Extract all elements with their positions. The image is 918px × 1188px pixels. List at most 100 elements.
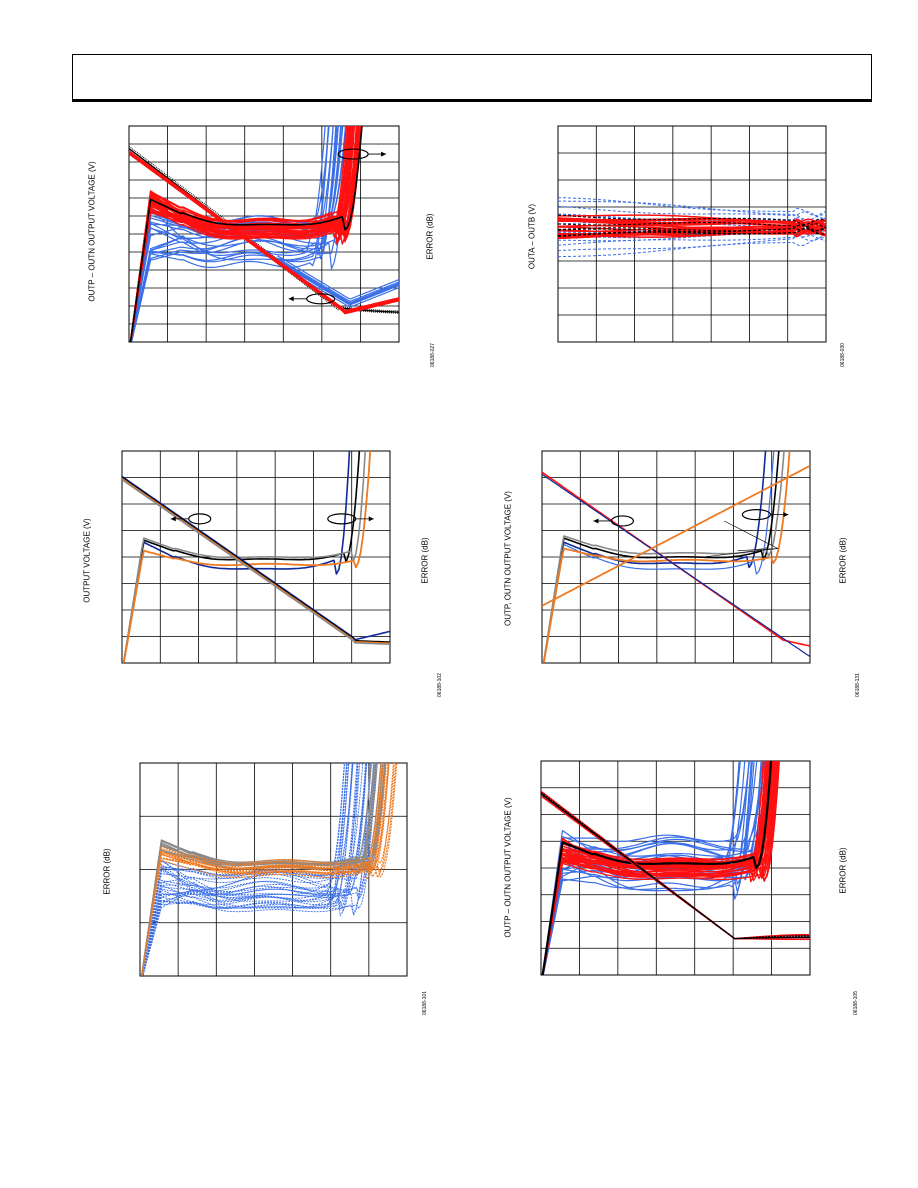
leader-line <box>737 548 778 551</box>
y-axis-label-bottom-right: OUTP – OUTN OUTPUT VOLTAGE (V) <box>503 797 513 938</box>
annotation-ellipse <box>741 508 771 521</box>
chart-middle-right <box>541 450 811 664</box>
annotation-arrow-head <box>288 296 294 302</box>
figure-code-bottom-left: 06188-101 <box>422 991 428 1015</box>
error-series-blue <box>130 126 351 342</box>
error-series <box>141 763 368 976</box>
error-series-blue <box>130 126 330 342</box>
error-series-red <box>129 126 355 342</box>
band-series <box>558 217 826 227</box>
error-series <box>141 763 359 976</box>
error-series <box>122 451 367 663</box>
annotation-leader-fan <box>702 520 778 558</box>
error-series <box>142 763 377 976</box>
error-series <box>141 763 364 976</box>
error-series-black <box>129 126 363 342</box>
error-series <box>141 763 397 976</box>
voltage-series-red <box>129 153 399 315</box>
series-group <box>541 761 810 975</box>
figure-code-top-left: 06188-027 <box>430 343 436 367</box>
series-group <box>542 451 810 663</box>
error-series <box>543 451 775 663</box>
middle-left-frame <box>121 450 391 664</box>
figure-code-top-right: 06188-030 <box>840 343 846 367</box>
annotation-arrow-head <box>368 516 374 522</box>
voltage-series-blue <box>277 257 399 302</box>
voltage-series <box>122 475 390 641</box>
y2-axis-label-middle-left: ERROR (dB) <box>420 537 430 584</box>
error-series <box>141 763 377 976</box>
error-series <box>141 763 348 976</box>
error-series-blue <box>130 126 349 342</box>
error-series-blue <box>541 761 750 975</box>
voltage-series <box>122 477 390 644</box>
error-series <box>141 763 359 976</box>
error-series <box>542 451 767 663</box>
annotation-top-left-error <box>337 148 387 160</box>
chart-bottom-right <box>540 760 811 976</box>
chart-bottom-left <box>139 762 408 977</box>
error-series <box>142 763 353 976</box>
annotation-arrow-head <box>170 516 176 522</box>
y-axis-label-middle-left: OUTPUT VOLTAGE (V) <box>82 518 92 603</box>
annotation-ellipse <box>188 513 212 525</box>
bottom-left-frame <box>139 762 408 977</box>
error-series-blue <box>130 126 330 342</box>
annotation-arrow-head <box>381 151 387 157</box>
error-series-blue <box>542 761 753 975</box>
error-series-blue <box>130 126 343 342</box>
error-series-red <box>129 126 352 342</box>
voltage-series-blue <box>277 260 399 306</box>
annotation-middle-left-error <box>327 513 374 525</box>
error-series <box>141 763 347 976</box>
error-series <box>141 763 387 976</box>
chart-top-left <box>128 125 400 343</box>
y2-axis-label-top-left: ERROR (dB) <box>425 213 435 260</box>
annotation-ellipse <box>610 515 635 527</box>
band-series <box>558 238 826 258</box>
error-series-red <box>542 761 779 975</box>
annotation-arrow-head <box>783 512 789 518</box>
band-series <box>558 228 826 237</box>
error-series <box>542 451 780 663</box>
leader-line <box>724 520 778 549</box>
y-axis-label-bottom-left: ERROR (dB) <box>102 848 112 895</box>
error-series <box>141 763 367 976</box>
voltage-series-outn <box>542 473 810 658</box>
y-axis-label-middle-right: OUTP, OUTN OUTPUT VOLTAGE (V) <box>503 491 513 626</box>
error-series <box>142 763 366 976</box>
annotation-top-left-voltage <box>288 293 336 305</box>
voltage-series-blue <box>277 255 399 300</box>
page-header-rule <box>72 54 872 102</box>
error-series <box>142 763 358 976</box>
y-axis-label-top-right: OUTA – OUTB (V) <box>527 203 537 270</box>
error-series <box>141 763 395 976</box>
voltage-series-rising <box>542 465 810 607</box>
error-series <box>122 451 372 663</box>
y-axis-label-top-left: OUTP – OUTN OUTPUT VOLTAGE (V) <box>87 161 97 302</box>
error-series-red <box>542 761 767 975</box>
series-group <box>122 451 390 663</box>
error-series <box>141 763 384 976</box>
voltage-series-blue <box>277 259 399 304</box>
bottom-right-frame <box>540 760 811 976</box>
band-series <box>558 219 826 228</box>
error-series <box>141 763 376 976</box>
error-series <box>141 763 375 976</box>
annotation-arrow-head <box>593 518 599 524</box>
error-series-black <box>541 761 773 975</box>
error-series <box>141 763 387 976</box>
top-left-frame <box>128 125 400 343</box>
error-series <box>141 763 390 976</box>
error-series <box>122 451 351 663</box>
error-series-blue <box>542 761 750 975</box>
error-series <box>542 451 791 663</box>
error-series-red <box>542 761 779 975</box>
series-group <box>140 763 398 976</box>
error-series <box>142 763 353 976</box>
voltage-series-red <box>129 151 399 313</box>
error-series <box>141 763 382 976</box>
annotation-middle-right-voltage <box>593 515 635 527</box>
error-series <box>141 763 361 976</box>
error-series <box>141 763 389 976</box>
